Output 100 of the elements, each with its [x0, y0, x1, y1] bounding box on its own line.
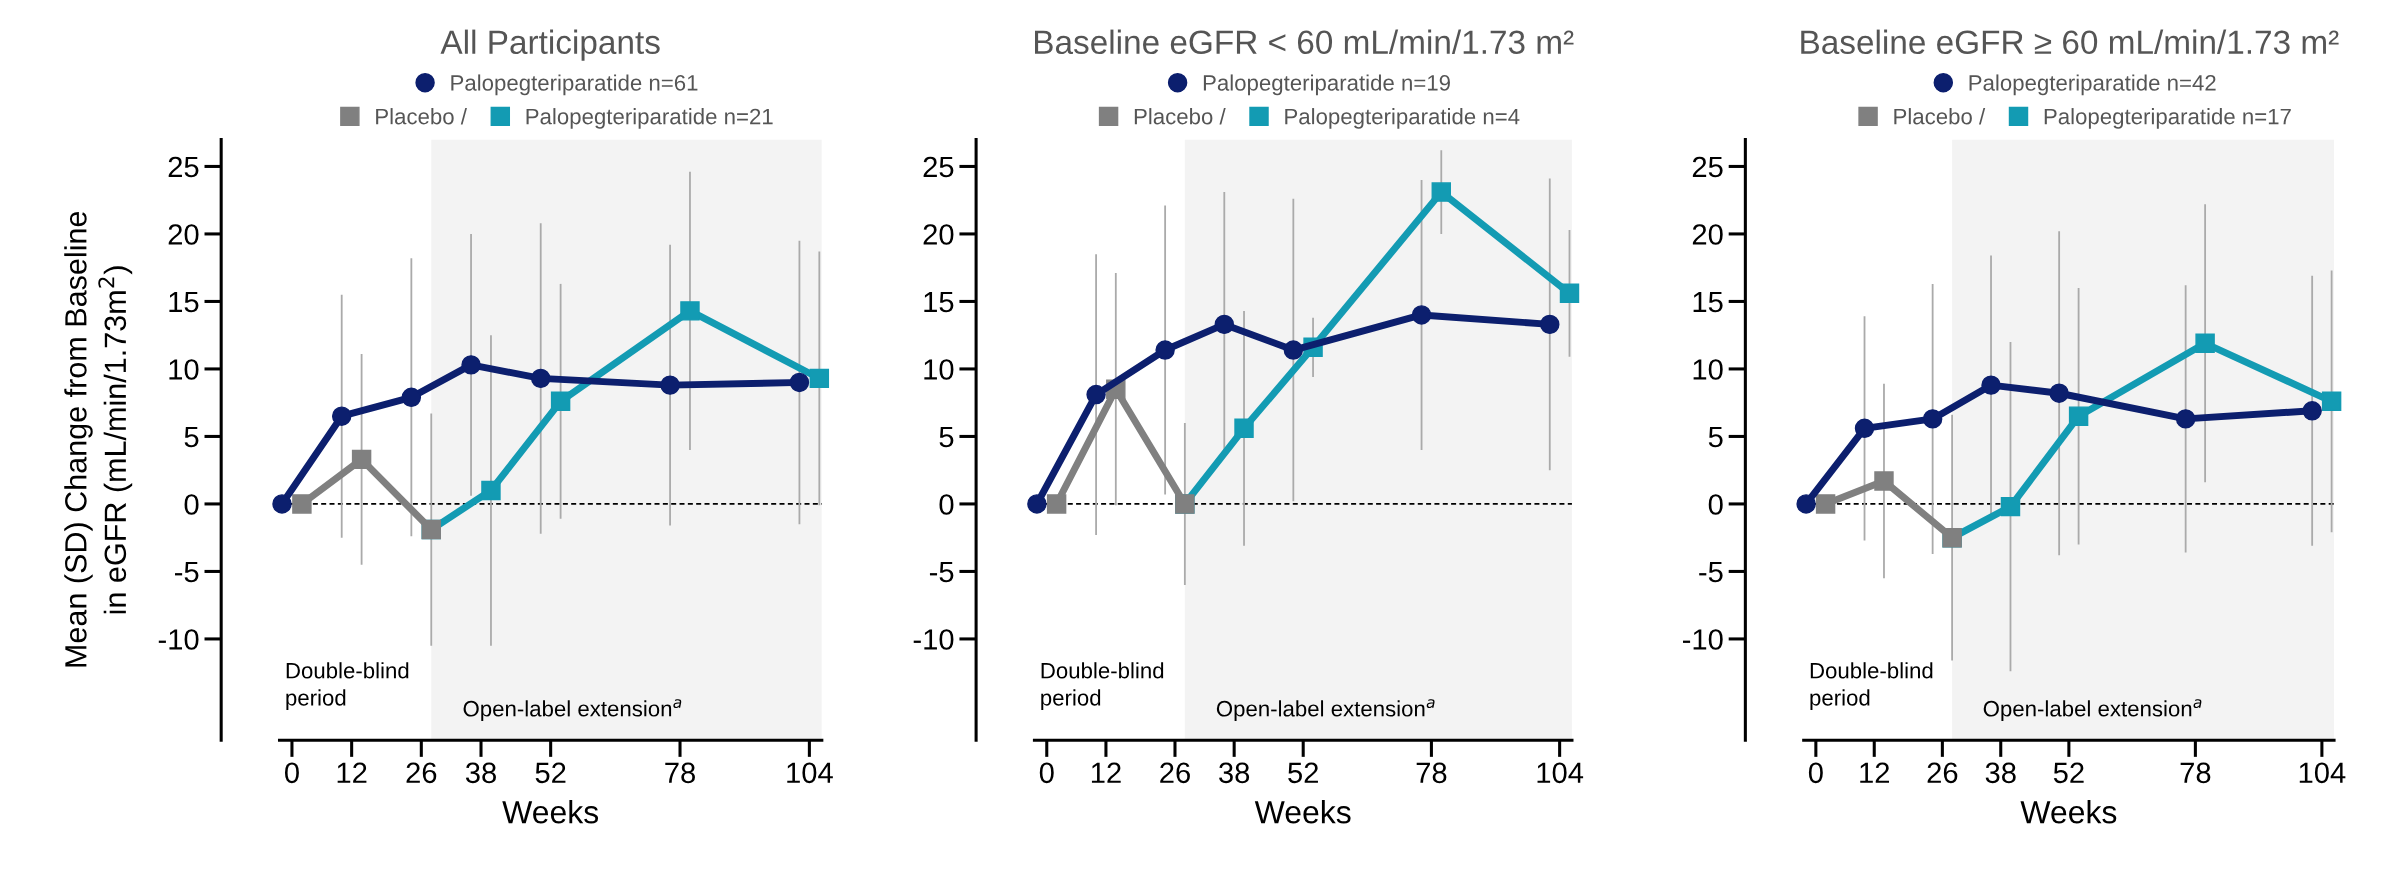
y-tick-label: 15	[1693, 291, 1723, 313]
y-tick-label: 10	[1693, 359, 1723, 380]
point	[1981, 375, 2001, 395]
y-tick-label: -5	[929, 561, 954, 583]
point	[1214, 314, 1235, 335]
y-tick-label: -10	[913, 629, 954, 650]
point	[331, 406, 352, 426]
point	[292, 494, 312, 514]
x-tick-label: 52	[2053, 762, 2084, 784]
point	[1431, 182, 1452, 202]
legend-label: Palopegteriparatide n=4	[1285, 108, 1520, 129]
legend-label: Palopegteriparatide n=42	[1969, 74, 2216, 96]
point	[461, 355, 481, 375]
point	[2000, 496, 2021, 517]
y-tick-label: 20	[923, 224, 954, 245]
y-tick-label: 25	[168, 156, 199, 178]
point	[1086, 384, 1106, 405]
point	[401, 387, 422, 408]
legend-label: Palopegteriparatide n=61	[451, 74, 698, 96]
point	[1559, 283, 1580, 304]
y-tick-label: 5	[939, 426, 954, 448]
band-label: Open-label extension$^{a}$	[1216, 699, 1435, 721]
band-label: Open-label extension$^{a}$	[463, 699, 682, 721]
annotation: Double-blind period	[1041, 662, 1164, 711]
band-label: Open-label extension$^{a}$	[1983, 699, 2202, 721]
x-tick-label: 12	[337, 762, 367, 783]
chart-title: Baseline eGFR < 60 mL/min/1.73 m²	[1035, 29, 1574, 55]
point	[1411, 305, 1432, 325]
point	[789, 372, 810, 393]
point	[1027, 494, 1047, 514]
x-tick-label: 12	[1860, 762, 1890, 783]
point	[2321, 391, 2342, 412]
point	[809, 368, 830, 389]
point	[1234, 418, 1254, 439]
y-tick-label: 20	[168, 224, 199, 245]
y-tick-label: 5	[1708, 426, 1723, 448]
y-tick-label: 15	[169, 291, 199, 313]
point	[2049, 383, 2069, 403]
y-tick-label: 15	[924, 291, 954, 313]
legend-label: Palopegteriparatide n=19	[1203, 74, 1450, 96]
x-tick-label: 26	[1927, 762, 1958, 784]
x-tick-label: 0	[284, 762, 299, 784]
legend-label: Palopegteriparatide n=21	[526, 108, 773, 129]
point	[1283, 340, 1304, 360]
legend-label: Placebo /	[1894, 108, 1986, 125]
point	[550, 391, 571, 412]
x-tick-label: 26	[1160, 762, 1190, 784]
y-tick-label: -5	[175, 561, 199, 583]
chart-title: Baseline eGFR ≥ 60 mL/min/1.73 m²	[1801, 29, 2339, 55]
point	[2302, 401, 2322, 421]
x-tick-label: 0	[1039, 762, 1054, 784]
point	[530, 368, 551, 389]
x-tick-label: 104	[2299, 762, 2346, 784]
y-tick-label: 20	[1692, 224, 1723, 245]
point	[680, 301, 700, 321]
y-tick-label: -10	[1682, 629, 1723, 650]
point	[351, 449, 372, 470]
point	[1815, 494, 1836, 514]
x-tick-label: 38	[465, 762, 496, 784]
x-tick-label: 52	[535, 762, 566, 784]
point	[2195, 333, 2215, 354]
x-tick-label: 12	[1091, 762, 1121, 783]
y-tick-label: -10	[158, 629, 199, 650]
x-tick-label: 78	[1416, 762, 1447, 784]
x-tick-label: 78	[665, 762, 695, 784]
y-tick-label: 0	[939, 494, 954, 515]
y-tick-label: 10	[169, 359, 199, 380]
point	[272, 494, 292, 514]
x-axis-title: Weeks	[1254, 800, 1351, 824]
point	[1874, 471, 1894, 491]
point	[2068, 406, 2089, 426]
point	[1854, 418, 1875, 439]
y-tick-label: 25	[1692, 156, 1723, 178]
y-tick-label: 0	[184, 494, 199, 515]
x-tick-label: 0	[1808, 762, 1823, 784]
y-tick-label: 10	[924, 359, 954, 380]
x-tick-label: 104	[787, 762, 833, 784]
x-tick-label: 52	[1288, 762, 1318, 784]
y-tick-label: 5	[184, 426, 199, 448]
x-tick-label: 26	[406, 762, 437, 784]
point	[481, 480, 501, 501]
x-tick-label: 38	[1219, 762, 1250, 784]
y-axis-title: Mean (SD) Change from Baseline in eGFR (mL/min/1.73m$^{2}$)	[64, 211, 133, 667]
x-axis-title: Weeks	[502, 800, 599, 824]
legend-label: Palopegteriparatide n=17	[2044, 108, 2291, 129]
point	[1155, 340, 1175, 360]
y-tick-label: -5	[1699, 561, 1723, 583]
chart-title: All Participants	[440, 29, 660, 61]
y-tick-label: 0	[1708, 494, 1723, 515]
point	[660, 375, 680, 395]
point	[2175, 409, 2196, 429]
x-axis-title: Weeks	[2020, 800, 2117, 824]
point	[1046, 494, 1067, 514]
point	[1922, 409, 1943, 429]
x-tick-label: 78	[2180, 762, 2211, 784]
point	[1540, 314, 1560, 335]
point	[1796, 494, 1816, 514]
y-tick-label: 25	[923, 156, 954, 178]
annotation: Double-blind period	[1810, 662, 1933, 711]
legend-label: Placebo /	[376, 108, 467, 125]
